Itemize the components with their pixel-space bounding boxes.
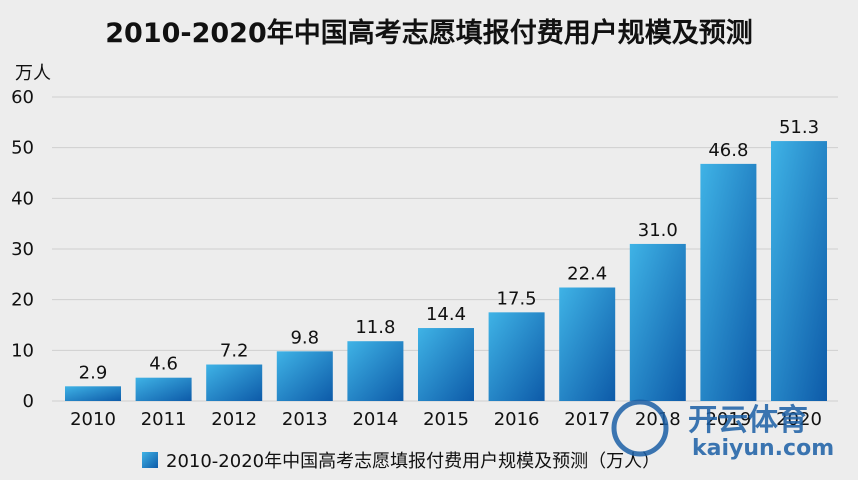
bar-series: [65, 141, 827, 401]
watermark-text: 开云体育: [688, 403, 808, 438]
y-tick-label: 30: [11, 239, 34, 260]
watermark-logo-icon: [611, 399, 669, 457]
watermark: 开云体育 kaiyun.com: [611, 399, 834, 461]
data-labels: 2.9 4.6 7.2 9.8 11.8 14.4 17.5 22.4 31.0 46.8 51.3: [79, 117, 819, 383]
bar: [347, 341, 404, 401]
bar: [488, 312, 545, 401]
legend-swatch: [142, 452, 158, 468]
y-tick-label: 10: [11, 340, 34, 361]
data-label: 11.8: [355, 317, 395, 338]
bar: [206, 364, 263, 401]
y-tick-label: 40: [11, 188, 34, 209]
bar: [771, 141, 827, 401]
data-label: 14.4: [426, 304, 466, 325]
x-tick-labels: 2010 2011 2012 2013 2014 2015 2016 2017 2018 2019…: [70, 409, 822, 430]
legend-label: 2010-2020年中国高考志愿填报付费用户规模及预测（万人）: [166, 451, 660, 472]
data-label: 22.4: [567, 264, 607, 285]
data-label: 51.3: [779, 117, 819, 138]
x-tick-label: 2019: [705, 409, 751, 430]
y-axis-unit: 万人: [15, 63, 51, 84]
x-tick-label: 2020: [776, 409, 822, 430]
x-tick-label: 2014: [352, 409, 398, 430]
data-label: 46.8: [708, 140, 748, 161]
x-tick-label: 2011: [141, 409, 187, 430]
bar: [65, 386, 121, 401]
y-tick-label: 50: [11, 138, 34, 159]
bar: [276, 351, 333, 401]
x-tick-label: 2010: [70, 409, 116, 430]
data-label: 9.8: [290, 327, 319, 348]
y-tick-label: 20: [11, 290, 34, 311]
data-label: 7.2: [220, 341, 249, 362]
watermark-subtext: kaiyun.com: [692, 436, 834, 461]
x-tick-label: 2017: [564, 409, 610, 430]
x-tick-label: 2016: [494, 409, 540, 430]
bar: [135, 377, 192, 401]
grid-lines: [52, 96, 838, 402]
data-label: 17.5: [497, 288, 537, 309]
bar: [418, 328, 474, 401]
x-tick-label: 2012: [211, 409, 257, 430]
bar: [559, 287, 616, 401]
bar: [700, 163, 757, 401]
y-tick-label: 60: [11, 87, 34, 108]
data-label: 2.9: [79, 362, 108, 383]
x-tick-label: 2015: [423, 409, 469, 430]
data-label: 31.0: [638, 220, 678, 241]
x-tick-label: 2013: [282, 409, 328, 430]
chart-title: 2010-2020年中国高考志愿填报付费用户规模及预测: [105, 17, 753, 49]
x-tick-label: 2018: [635, 409, 681, 430]
y-tick-label: 0: [23, 391, 34, 412]
y-tick-labels: 0 10 20 30 40 50 60: [11, 87, 34, 412]
data-label: 4.6: [149, 354, 178, 375]
legend: 2010-2020年中国高考志愿填报付费用户规模及预测（万人）: [142, 451, 660, 472]
bar: [629, 243, 686, 401]
